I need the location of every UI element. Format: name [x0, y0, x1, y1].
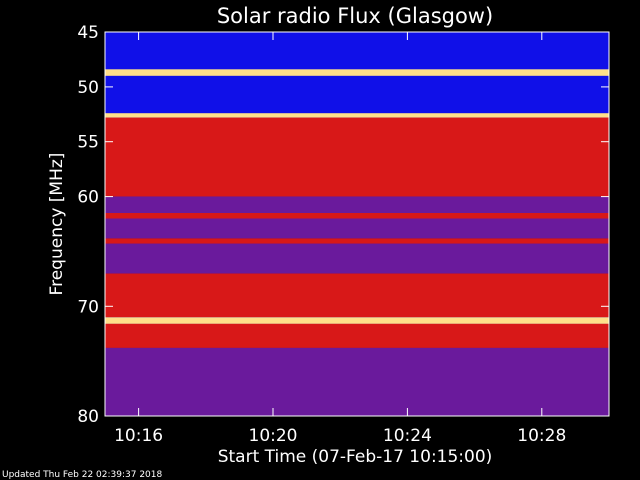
- updated-timestamp: Updated Thu Feb 22 02:39:37 2018: [2, 470, 163, 480]
- x-axis: 10:16 10:20 10:24 10:28: [114, 32, 566, 446]
- frequency-band: [105, 273, 609, 318]
- frequency-band: [105, 32, 609, 70]
- x-tick-label: 10:20: [249, 426, 298, 446]
- y-tick-label: 50: [77, 78, 99, 98]
- y-tick-label: 55: [77, 133, 99, 153]
- y-tick-label: 45: [77, 23, 99, 43]
- plot-area: [104, 31, 610, 417]
- frequency-band: [105, 238, 609, 244]
- frequency-band: [105, 348, 609, 416]
- frequency-band: [105, 243, 609, 274]
- y-axis: 45 50 55 60 70 80: [77, 23, 609, 427]
- frequency-band: [105, 75, 609, 114]
- frequency-band: [105, 69, 609, 76]
- chart-title: Solar radio Flux (Glasgow): [217, 4, 493, 28]
- frequency-band: [105, 117, 609, 197]
- frequency-band: [105, 113, 609, 118]
- frequency-band: [105, 218, 609, 239]
- frequency-band: [105, 323, 609, 348]
- plot-frame: [104, 31, 610, 417]
- y-tick-label: 80: [77, 407, 99, 427]
- y-axis-label: Frequency [MHz]: [47, 153, 67, 296]
- x-tick-label: 10:16: [114, 426, 163, 446]
- frequency-bands: [105, 32, 609, 416]
- frequency-band: [105, 196, 609, 214]
- x-tick-label: 10:24: [383, 426, 432, 446]
- x-axis-label: Start Time (07-Feb-17 10:15:00): [218, 447, 493, 467]
- frequency-band: [105, 317, 609, 324]
- y-tick-label: 60: [77, 188, 99, 208]
- frequency-band: [105, 213, 609, 219]
- x-tick-label: 10:28: [517, 426, 566, 446]
- y-tick-label: 70: [77, 297, 99, 317]
